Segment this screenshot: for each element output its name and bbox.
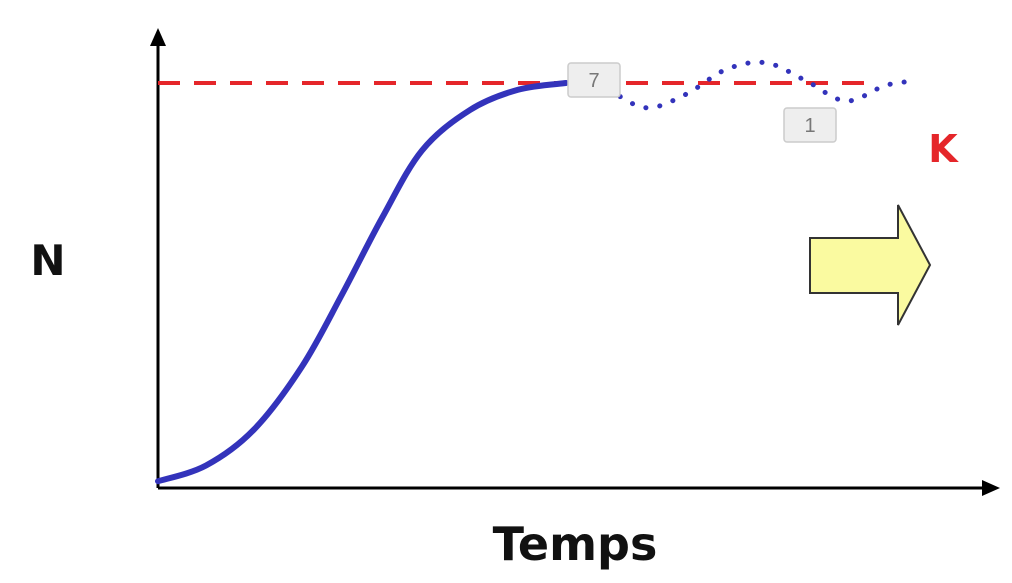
x-axis-arrowhead [982, 480, 1000, 496]
annotation-badge: 7 [567, 62, 621, 98]
annotation-badge-box [783, 107, 837, 143]
oscillation-series-line [563, 59, 921, 111]
annotation-badge-box [567, 62, 621, 98]
growth-series-line [155, 80, 569, 485]
annotation-badge: 1 [783, 107, 837, 143]
x-axis-label: Temps [493, 517, 658, 571]
annotation-badge-label: 7 [588, 70, 599, 92]
annotation-badge-label: 1 [804, 115, 815, 137]
right-arrow-icon [809, 204, 932, 326]
k-label: K [928, 127, 959, 171]
series-layer [155, 59, 921, 485]
y-axis-label: N [30, 236, 65, 285]
y-axis-arrowhead [150, 28, 166, 46]
annotation-layer: 71 [567, 62, 837, 143]
